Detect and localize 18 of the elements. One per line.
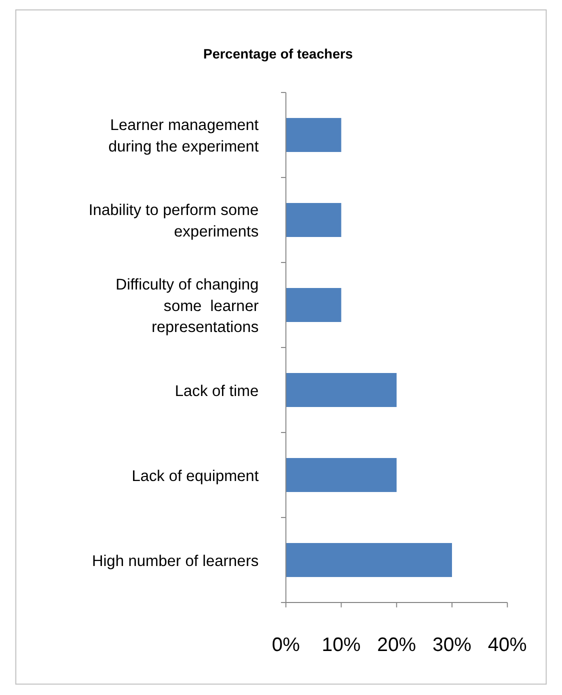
bar [286,543,452,578]
x-tick-label: 10% [322,634,361,656]
x-tick-label: 0% [272,634,300,656]
bar [286,288,342,322]
x-tick-label: 20% [377,634,416,656]
y-tick-label: High number of learners [92,552,259,570]
y-tick-label: Learner management during the experiment [108,117,260,156]
x-tick-label: 40% [488,634,527,656]
bar [286,458,397,492]
y-tick-label: Lack of equipment [132,468,260,485]
chart-title: Percentage of teachers [203,46,353,62]
y-tick-label: Lack of time [174,382,259,400]
bar [286,373,397,408]
x-tick-label: 30% [432,634,472,656]
bar [286,118,342,152]
y-tick-label: Difficulty of changing some learner representations [116,276,259,336]
bar [286,202,342,237]
y-tick-label: Inability to perform some experiments [88,202,259,241]
